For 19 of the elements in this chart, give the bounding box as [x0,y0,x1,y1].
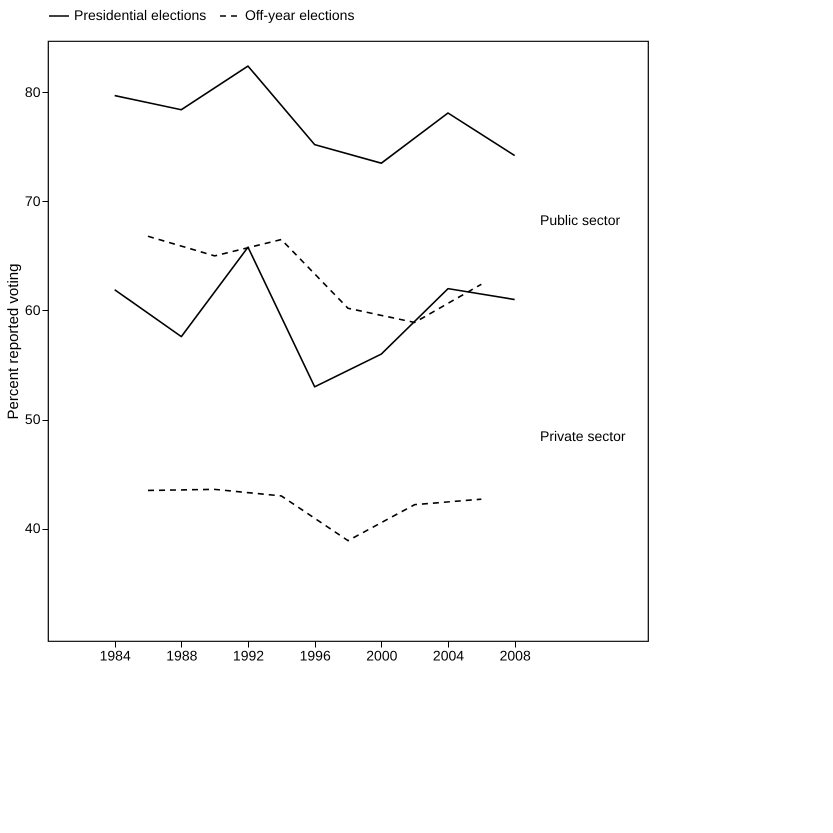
line-series [114,65,516,164]
x-tick-label: 1984 [100,648,131,664]
x-tick-label: 2000 [366,648,398,664]
y-tick-label: 50 [24,411,41,428]
legend-label: Off-year elections [245,7,354,23]
line-series [147,488,482,542]
x-tick-label: 1996 [300,648,331,664]
y-tick-label: 70 [24,192,41,209]
legend-label: Presidential elections [74,7,206,23]
x-tick-label: 1992 [232,648,264,664]
y-axis-title: Percent reported voting [4,264,22,420]
y-tick-label: 40 [24,520,41,536]
annotation: Public sector [540,212,620,228]
x-tick-label: 2004 [432,648,464,664]
x-tick-label: 2008 [500,648,531,664]
y-tick-label: 60 [24,302,41,318]
x-tick-label: 1988 [166,648,198,664]
y-tick-label: 80 [24,84,41,100]
annotation: Private sector [540,428,626,444]
